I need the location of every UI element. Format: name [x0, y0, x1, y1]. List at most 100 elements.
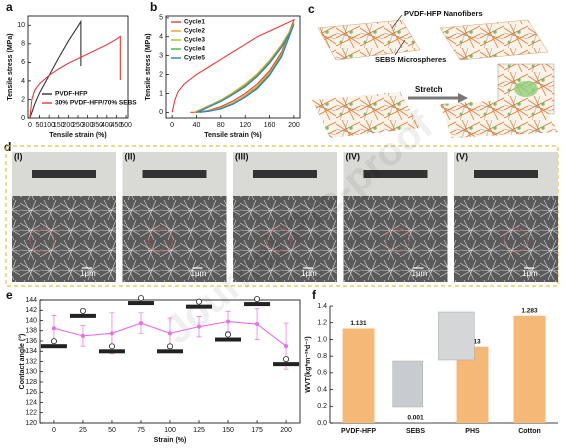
- frame: [5, 145, 559, 287]
- sphere: [514, 81, 538, 97]
- x-tick-label: PHS: [465, 428, 480, 435]
- droplet-substrate: [244, 302, 271, 307]
- plot-frame: [165, 15, 301, 119]
- bar: [513, 315, 546, 423]
- image-label: (IV): [346, 151, 361, 161]
- droplet-substrate: [273, 362, 300, 367]
- value-label: 1.283: [521, 307, 538, 314]
- x-tick-label: 200: [280, 427, 292, 434]
- sem-image: [233, 196, 337, 282]
- legend-label: Cycle1: [184, 19, 205, 26]
- panel-label: e: [6, 288, 13, 302]
- x-axis-label: Tensile strain (%): [204, 132, 261, 139]
- x-tick-label: 50: [108, 427, 116, 434]
- x-tick-label: 100: [164, 427, 176, 434]
- y-tick-label: 10: [17, 22, 25, 29]
- y-axis-label: Tensile stress (MPa): [145, 33, 152, 100]
- y-tick-label: 0.2: [317, 403, 327, 410]
- y-tick-label: 1.4: [317, 303, 327, 310]
- x-tick-label: 0: [52, 427, 56, 434]
- bar: [342, 328, 375, 423]
- droplet: [137, 295, 144, 302]
- droplet: [166, 343, 173, 350]
- x-tick-label: 120: [239, 122, 251, 129]
- x-tick-label: 125: [193, 427, 205, 434]
- x-axis-label: Strain (%): [154, 437, 187, 444]
- droplet: [108, 343, 115, 350]
- value-label: 1.131: [350, 320, 367, 327]
- panel-label: c: [308, 2, 315, 16]
- spheres-label: SEBS Microspheres: [375, 55, 446, 64]
- droplet: [225, 331, 232, 338]
- droplet-substrate: [215, 337, 242, 342]
- droplet-substrate: [40, 344, 67, 349]
- panel-label: a: [6, 0, 13, 14]
- series-line: [171, 18, 295, 113]
- image-label: (I): [14, 151, 23, 161]
- x-axis-label: Tensile strain (%): [49, 132, 106, 139]
- legend-label: PVDF-HFP: [55, 91, 88, 98]
- x-tick-label: 450: [111, 122, 123, 129]
- droplet-substrate: [186, 304, 213, 309]
- y-tick-label: 4: [21, 78, 25, 85]
- droplet: [50, 338, 57, 345]
- highlight: [29, 227, 55, 253]
- fiber-mat: [440, 98, 558, 138]
- y-tick-label: 130: [25, 369, 37, 376]
- droplet: [254, 296, 261, 303]
- y-tick-label: 138: [25, 328, 37, 335]
- legend-label: 30% PVDF-HFP/70% SEBS: [55, 100, 137, 107]
- value-label: 0.001: [407, 415, 424, 422]
- x-tick-label: 160: [264, 122, 276, 129]
- y-tick-label: 132: [25, 358, 37, 365]
- x-tick-label: 175: [251, 427, 263, 434]
- x-tick-label: 150: [222, 427, 234, 434]
- droplet: [79, 307, 86, 314]
- image-label: (II): [125, 151, 136, 161]
- pointer: [394, 39, 406, 56]
- marker: [80, 333, 85, 338]
- marker: [255, 322, 260, 327]
- y-tick-label: 5: [159, 15, 163, 22]
- device: [253, 170, 317, 178]
- y-tick-label: 122: [25, 410, 37, 417]
- marker: [226, 319, 231, 324]
- marker: [197, 324, 202, 329]
- x-tick-label: 25: [79, 427, 87, 434]
- sem-image: [12, 196, 116, 282]
- scale-bar-label: 1μm: [412, 269, 428, 278]
- droplet-substrate: [98, 349, 125, 354]
- x-tick-label: 350: [91, 122, 103, 129]
- micrograph-group: (I) 1μm (II) 1μm (III) 1μm (IV) 1μm (V) 1μm: [12, 151, 558, 282]
- panel-label: d: [4, 140, 11, 154]
- device: [474, 170, 538, 178]
- x-tick-label: Cotton: [518, 428, 541, 435]
- image-label: (V): [456, 151, 468, 161]
- droplet-substrate: [127, 301, 154, 306]
- photo-inset: [392, 360, 423, 408]
- marker: [138, 321, 143, 326]
- photo-inset: [438, 311, 475, 361]
- device: [363, 170, 428, 178]
- droplet: [196, 298, 203, 305]
- highlight: [148, 227, 173, 253]
- y-tick-label: 8: [21, 41, 25, 48]
- y-tick-label: 134: [25, 348, 37, 355]
- y-tick-label: 4: [159, 34, 163, 41]
- y-tick-label: 126: [25, 389, 37, 396]
- x-tick-label: 50: [36, 122, 44, 129]
- y-tick-label: 140: [25, 317, 37, 324]
- x-tick-label: 100: [43, 122, 55, 129]
- scale-bar-label: 1μm: [80, 269, 96, 278]
- legend-label: Cycle4: [184, 46, 205, 53]
- y-tick-label: 2: [159, 71, 163, 78]
- action-label: Stretch: [415, 85, 443, 94]
- y-tick-label: 2: [21, 96, 25, 103]
- x-tick-label: 0: [170, 122, 174, 129]
- y-tick-label: 1.0: [317, 336, 327, 343]
- fiber-mat: [439, 19, 549, 61]
- series-line: [197, 24, 295, 113]
- y-tick-label: 0.6: [317, 370, 327, 377]
- droplet: [283, 356, 290, 363]
- y-tick-label: 136: [25, 338, 37, 345]
